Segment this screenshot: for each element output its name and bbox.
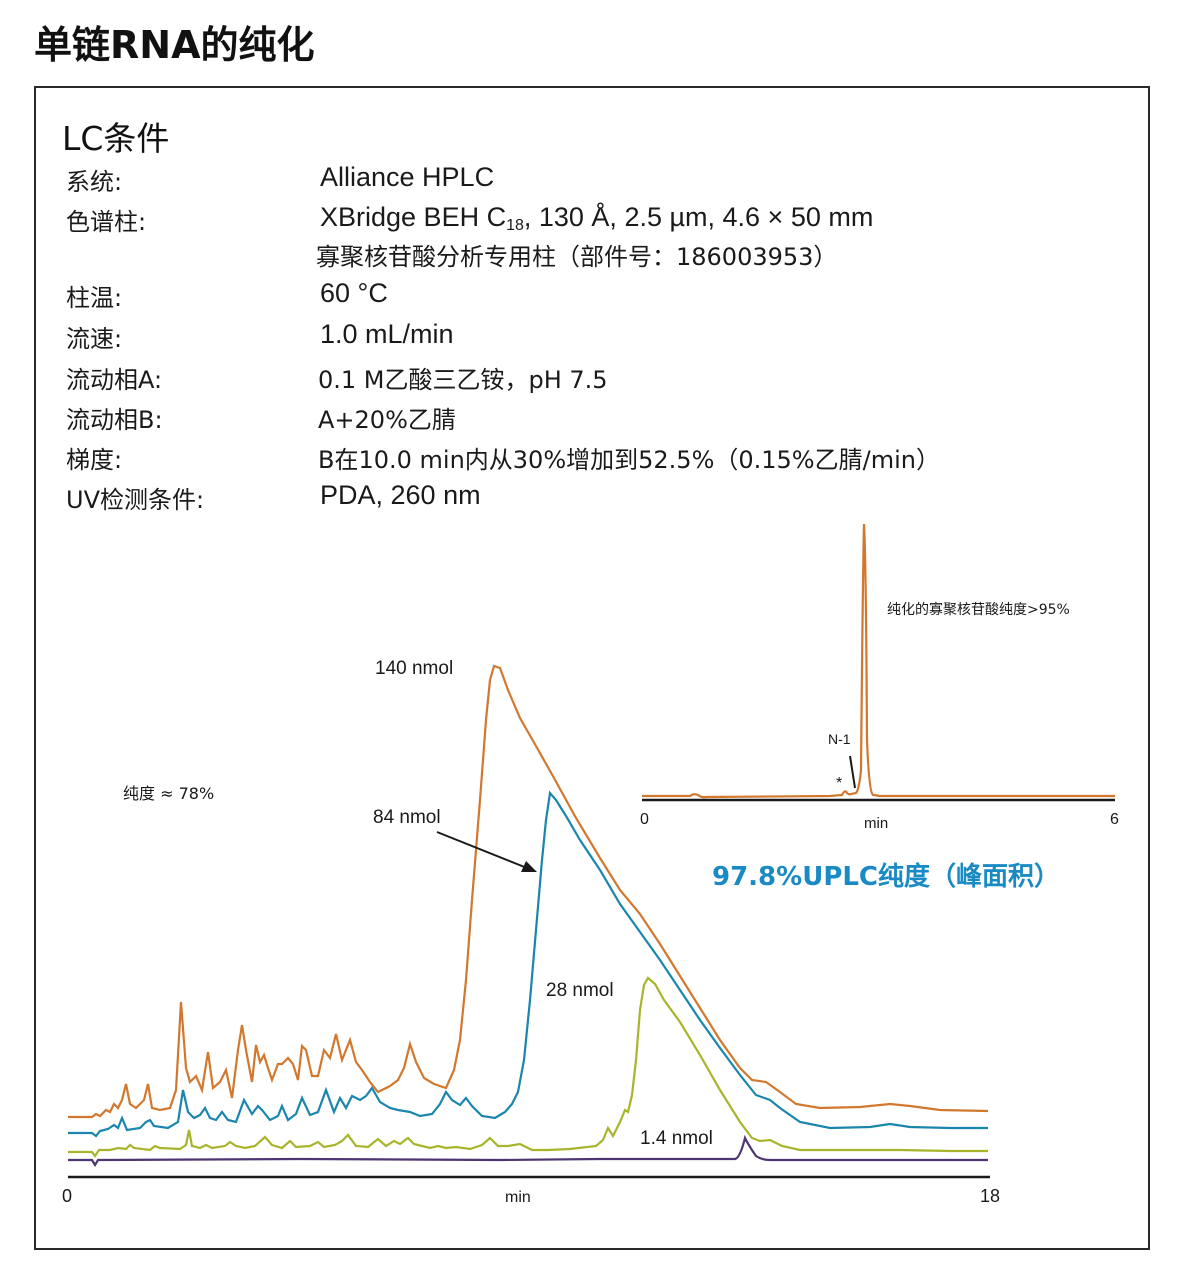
trace-84-nmol (68, 790, 988, 1138)
condition-value: A+20%乙腈 (318, 406, 456, 434)
label-140-nmol: 140 nmol (375, 658, 453, 679)
trace-28-nmol (68, 976, 988, 1158)
arrow-84-nmol-line (436, 831, 528, 869)
main-x-axis-label: min (505, 1189, 531, 1206)
trace-1-4-nmol (68, 1134, 988, 1168)
condition-label: 流速: (66, 325, 123, 353)
condition-label: 梯度: (66, 446, 123, 474)
condition-value: 0.1 M乙酸三乙铵，pH 7.5 (318, 366, 608, 394)
n1-pointer-line (849, 755, 856, 789)
inset-x-tick-0: 0 (640, 811, 649, 828)
trace-140-nmol (68, 664, 989, 1119)
inset-purity-label: 纯化的寡聚核苷酸纯度>95% (887, 601, 1070, 618)
label-84-nmol: 84 nmol (373, 807, 441, 828)
condition-value: 寡聚核苷酸分析专用柱（部件号：186003953） (316, 243, 838, 271)
main-x-tick-18: 18 (980, 1186, 1000, 1206)
inset-chromatogram: N-1 * 纯化的寡聚核苷酸纯度>95% 0 min 6 (640, 523, 1119, 832)
lc-conditions-heading: LC条件 (62, 119, 170, 158)
inset-x-tick-6: 6 (1110, 811, 1119, 828)
condition-value: PDA, 260 nm (320, 480, 481, 510)
impurity-star-label: * (836, 775, 842, 792)
n1-label: N-1 (828, 731, 851, 747)
column-name: XBridge BEH C (320, 202, 507, 232)
arrow-84-nmol-head-icon (521, 861, 537, 872)
column-spec: , 130 Å, 2.5 µm, 4.6 × 50 mm (523, 202, 874, 232)
uplc-purity-highlight: 97.8%UPLC纯度（峰面积） (712, 862, 1061, 892)
condition-value: B在10.0 min内从30%增加到52.5%（0.15%乙腈/min） (318, 446, 940, 474)
label-28-nmol: 28 nmol (546, 980, 614, 1001)
condition-value: Alliance HPLC (320, 162, 495, 192)
figure-frame (34, 86, 1150, 1250)
main-chromatogram: 140 nmol 84 nmol 28 nmol 1.4 nmol 纯度 ≈ 7… (62, 658, 1000, 1206)
condition-value: XBridge BEH C18, 130 Å, 2.5 µm, 4.6 × 50… (320, 202, 873, 235)
condition-label: 柱温: (66, 284, 123, 312)
condition-label: 流动相B: (66, 406, 163, 434)
label-1-4-nmol: 1.4 nmol (640, 1128, 713, 1149)
condition-value: 1.0 mL/min (320, 319, 454, 349)
condition-label: UV检测条件: (66, 486, 205, 514)
inset-trace-purified (642, 523, 1115, 799)
condition-label: 色谱柱: (66, 208, 147, 236)
condition-value: 60 °C (320, 278, 388, 308)
inset-x-axis-label: min (864, 815, 888, 832)
purity-before-label: 纯度 ≈ 78% (123, 784, 214, 803)
column-subscript: 18 (506, 217, 524, 234)
page-title: 单链RNA的纯化 (34, 23, 315, 67)
condition-label: 流动相A: (66, 366, 163, 394)
condition-label: 系统: (66, 168, 123, 196)
main-x-tick-0: 0 (62, 1186, 72, 1206)
